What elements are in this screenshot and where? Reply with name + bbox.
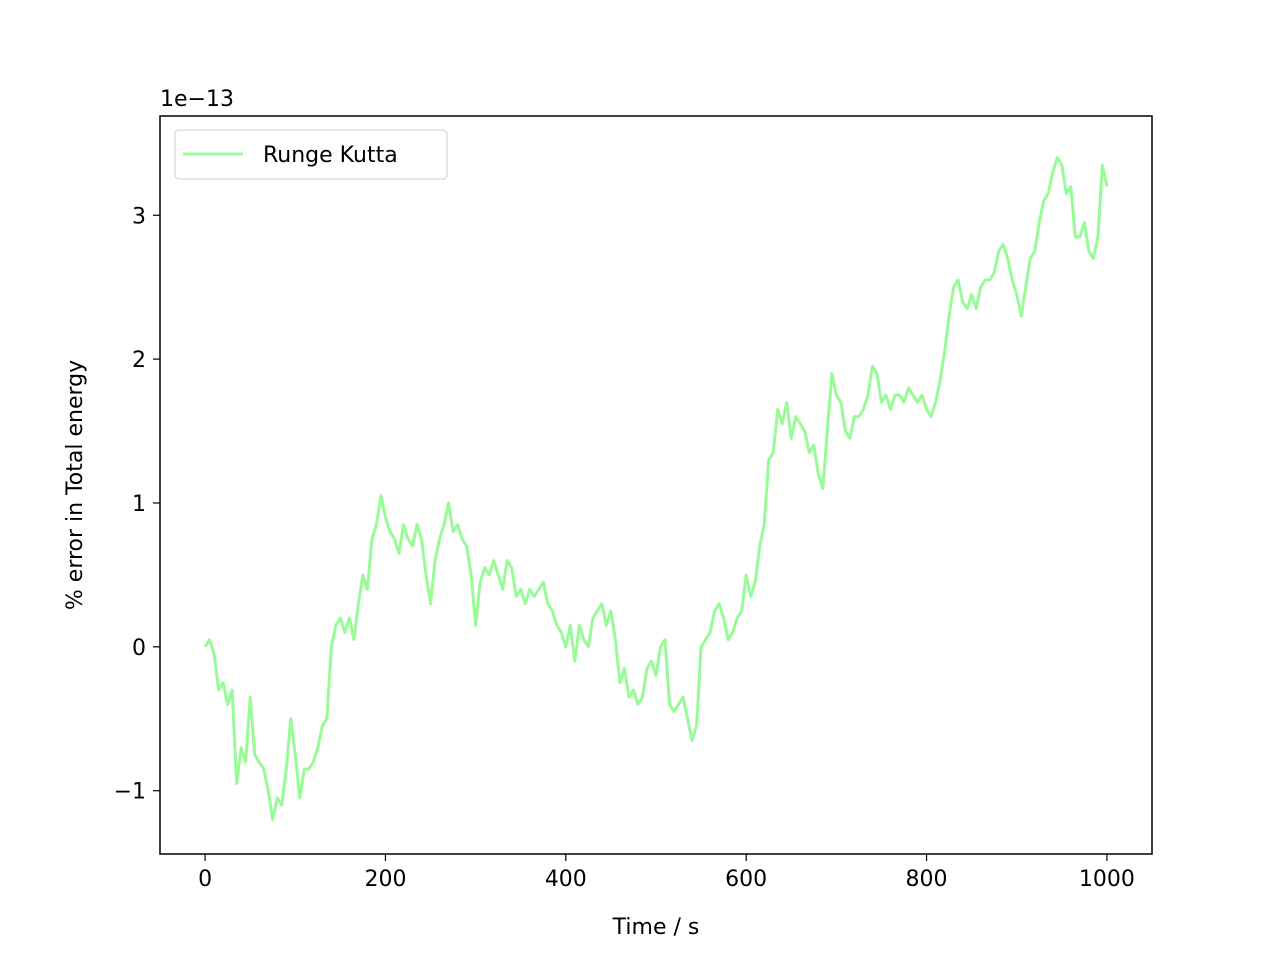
x-tick-label: 200 [364, 867, 406, 892]
x-tick-label: 1000 [1079, 867, 1135, 892]
x-tick-label: 600 [725, 867, 767, 892]
y-axis-label: % error in Total energy [63, 360, 88, 610]
legend-label: Runge Kutta [263, 143, 398, 168]
y-tick-label: 0 [132, 636, 146, 661]
x-tick-label: 400 [545, 867, 587, 892]
x-tick-label: 0 [198, 867, 212, 892]
plot-frame [159, 115, 1153, 855]
y-tick-label: −1 [114, 780, 146, 805]
legend-box [174, 129, 448, 180]
data-line [203, 156, 1109, 821]
y-tick-label: 3 [132, 204, 146, 229]
y-tick-label: 1 [132, 492, 146, 517]
x-tick-label: 800 [906, 867, 948, 892]
offset-text: 1e−13 [160, 87, 234, 112]
y-tick-label: 2 [132, 348, 146, 373]
x-axis-label: Time / s [612, 915, 700, 940]
